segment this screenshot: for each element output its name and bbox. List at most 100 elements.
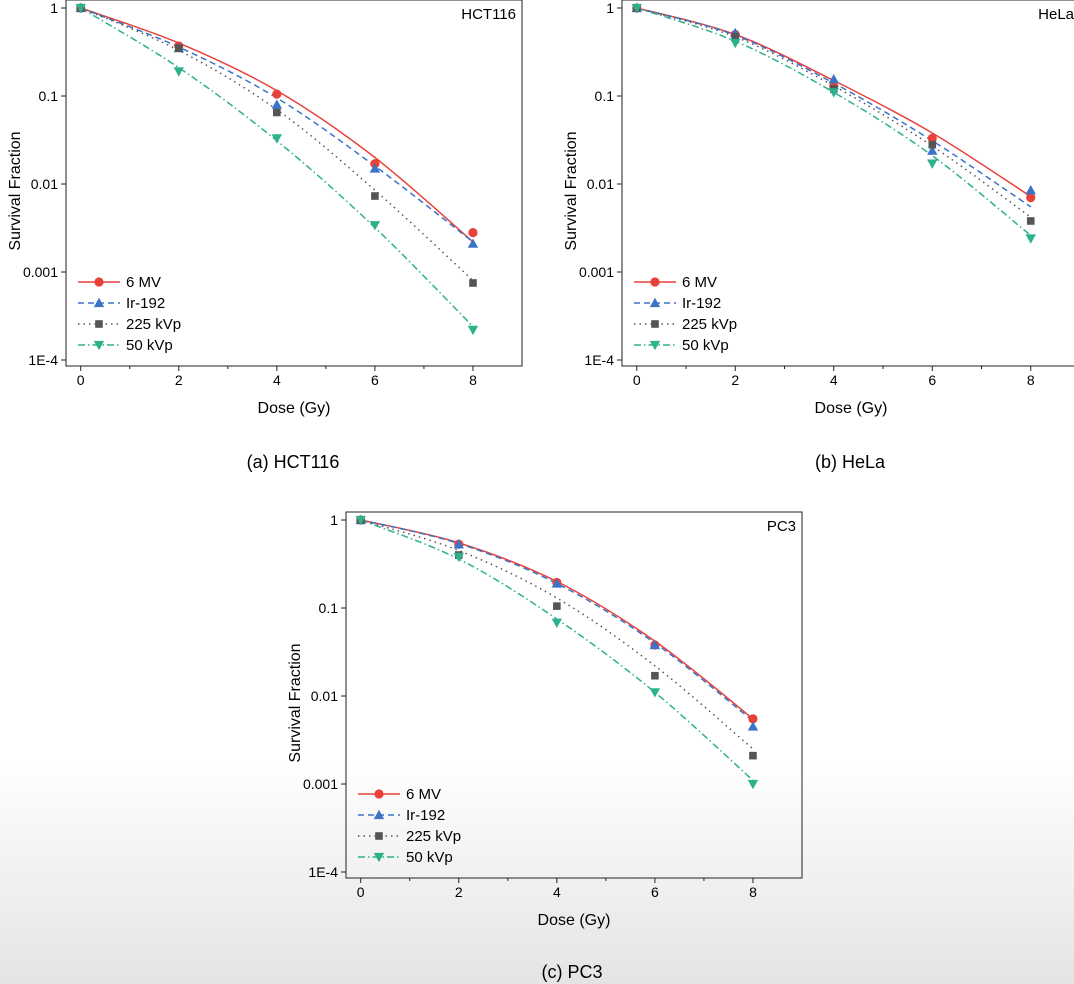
data-point — [553, 602, 561, 610]
panel-label: PC3 — [767, 518, 796, 535]
legend-marker — [94, 277, 104, 287]
panel-pc3: 0 2 4 6 8 1E-4 0.001 0.01 0.1 1 Dose (Gy) Survival … — [287, 511, 803, 982]
data-point — [649, 639, 661, 650]
background-fade — [0, 760, 1074, 984]
data-point — [748, 714, 758, 724]
y-axis-label: Survival Fraction — [287, 643, 304, 762]
data-point — [651, 671, 659, 680]
series-line-225-kvp — [360, 519, 754, 750]
data-point — [468, 228, 478, 238]
data-point — [749, 751, 757, 760]
legend-label: 225 kVp — [126, 316, 181, 333]
data-point — [272, 89, 282, 99]
x-tick-label: 4 — [830, 372, 838, 388]
legend-label: Ir-192 — [406, 807, 445, 824]
series-line-6-mv — [636, 7, 1032, 198]
y-tick-label: 1E-4 — [308, 864, 338, 880]
legend-marker — [373, 852, 385, 863]
series-line-225-kvp — [80, 7, 474, 282]
panel-hct116: 0 2 4 6 8 1E-4 0.001 0.01 0.1 1 Dose (Gy) Survival … — [7, 0, 523, 472]
y-tick-label: 0.001 — [23, 264, 58, 280]
legend-marker — [651, 320, 659, 328]
series-line-50-kvp — [360, 519, 754, 781]
legend-marker — [374, 789, 384, 799]
legend-label: 50 kVp — [126, 337, 173, 354]
data-point — [1026, 217, 1035, 225]
x-tick-label: 4 — [553, 884, 561, 900]
x-axis-label: Dose (Gy) — [815, 400, 888, 417]
x-axis-label: Dose (Gy) — [258, 400, 331, 417]
x-tick-label: 2 — [731, 372, 739, 388]
series-line-ir-192 — [80, 7, 474, 243]
panel-caption: (c) PC3 — [541, 962, 602, 982]
data-point — [927, 145, 938, 155]
plot-frame — [65, 0, 523, 367]
data-point — [1025, 234, 1036, 244]
series-line-50-kvp — [636, 7, 1032, 237]
data-point — [271, 134, 283, 144]
data-point — [551, 618, 563, 628]
y-tick-label: 1E-4 — [28, 352, 58, 368]
data-point — [631, 3, 642, 14]
y-tick-label: 1 — [606, 0, 614, 16]
x-tick-label: 8 — [749, 884, 757, 900]
panel-label: HeLa — [1038, 6, 1074, 23]
data-point — [730, 38, 741, 49]
y-tick-label: 1 — [50, 0, 58, 16]
x-tick-label: 6 — [651, 884, 659, 900]
legend-label: 225 kVp — [406, 828, 461, 845]
y-tick-label: 0.01 — [587, 176, 614, 192]
y-tick-label: 0.01 — [31, 176, 58, 192]
data-point — [369, 163, 381, 173]
y-tick-label: 1 — [330, 512, 338, 528]
series-line-225-kvp — [636, 7, 1032, 218]
data-point — [747, 721, 759, 731]
legend-marker — [373, 809, 385, 820]
legend-label: 50 kVp — [682, 337, 729, 354]
y-tick-label: 0.01 — [311, 688, 338, 704]
legend-marker — [93, 340, 105, 351]
x-axis-label: Dose (Gy) — [538, 912, 611, 929]
y-axis-label: Survival Fraction — [563, 131, 580, 250]
data-point — [467, 325, 479, 336]
data-point — [355, 515, 366, 526]
data-point — [453, 539, 464, 549]
x-tick-label: 6 — [928, 372, 936, 388]
data-point — [467, 238, 479, 248]
x-tick-label: 8 — [1027, 372, 1035, 388]
data-point — [75, 3, 86, 14]
legend-label: Ir-192 — [126, 295, 165, 312]
panel-hela: 0 2 4 6 8 1E-4 0.001 0.01 0.1 1 Dose (Gy) Survival … — [563, 0, 1074, 472]
data-point — [551, 578, 563, 588]
data-point — [174, 44, 183, 52]
plot-frame — [345, 511, 803, 879]
x-tick-label: 0 — [357, 884, 365, 900]
y-tick-label: 1E-4 — [584, 352, 614, 368]
data-point — [747, 779, 759, 790]
panel-caption: (a) HCT116 — [247, 452, 340, 472]
legend-marker — [649, 297, 661, 308]
series-line-ir-192 — [636, 7, 1032, 208]
y-axis-label: Survival Fraction — [7, 131, 24, 250]
data-point — [649, 688, 661, 698]
data-point — [731, 33, 740, 41]
y-tick-label: 0.1 — [595, 88, 615, 104]
plot-frame — [621, 0, 1074, 367]
data-point — [469, 279, 477, 287]
data-point — [453, 552, 464, 563]
legend-label: Ir-192 — [682, 295, 721, 312]
legend-marker — [95, 320, 103, 328]
legend-marker — [650, 277, 660, 287]
panel-label: HCT116 — [461, 6, 516, 23]
x-tick-label: 0 — [633, 372, 641, 388]
legend-label: 225 kVp — [682, 316, 737, 333]
x-tick-label: 4 — [273, 372, 281, 388]
data-point — [928, 140, 937, 149]
data-point — [828, 74, 839, 84]
x-tick-label: 6 — [371, 372, 379, 388]
y-tick-label: 0.001 — [303, 776, 338, 792]
legend-marker — [93, 297, 105, 308]
legend-label: 6 MV — [406, 786, 441, 803]
y-tick-label: 0.1 — [319, 600, 339, 616]
